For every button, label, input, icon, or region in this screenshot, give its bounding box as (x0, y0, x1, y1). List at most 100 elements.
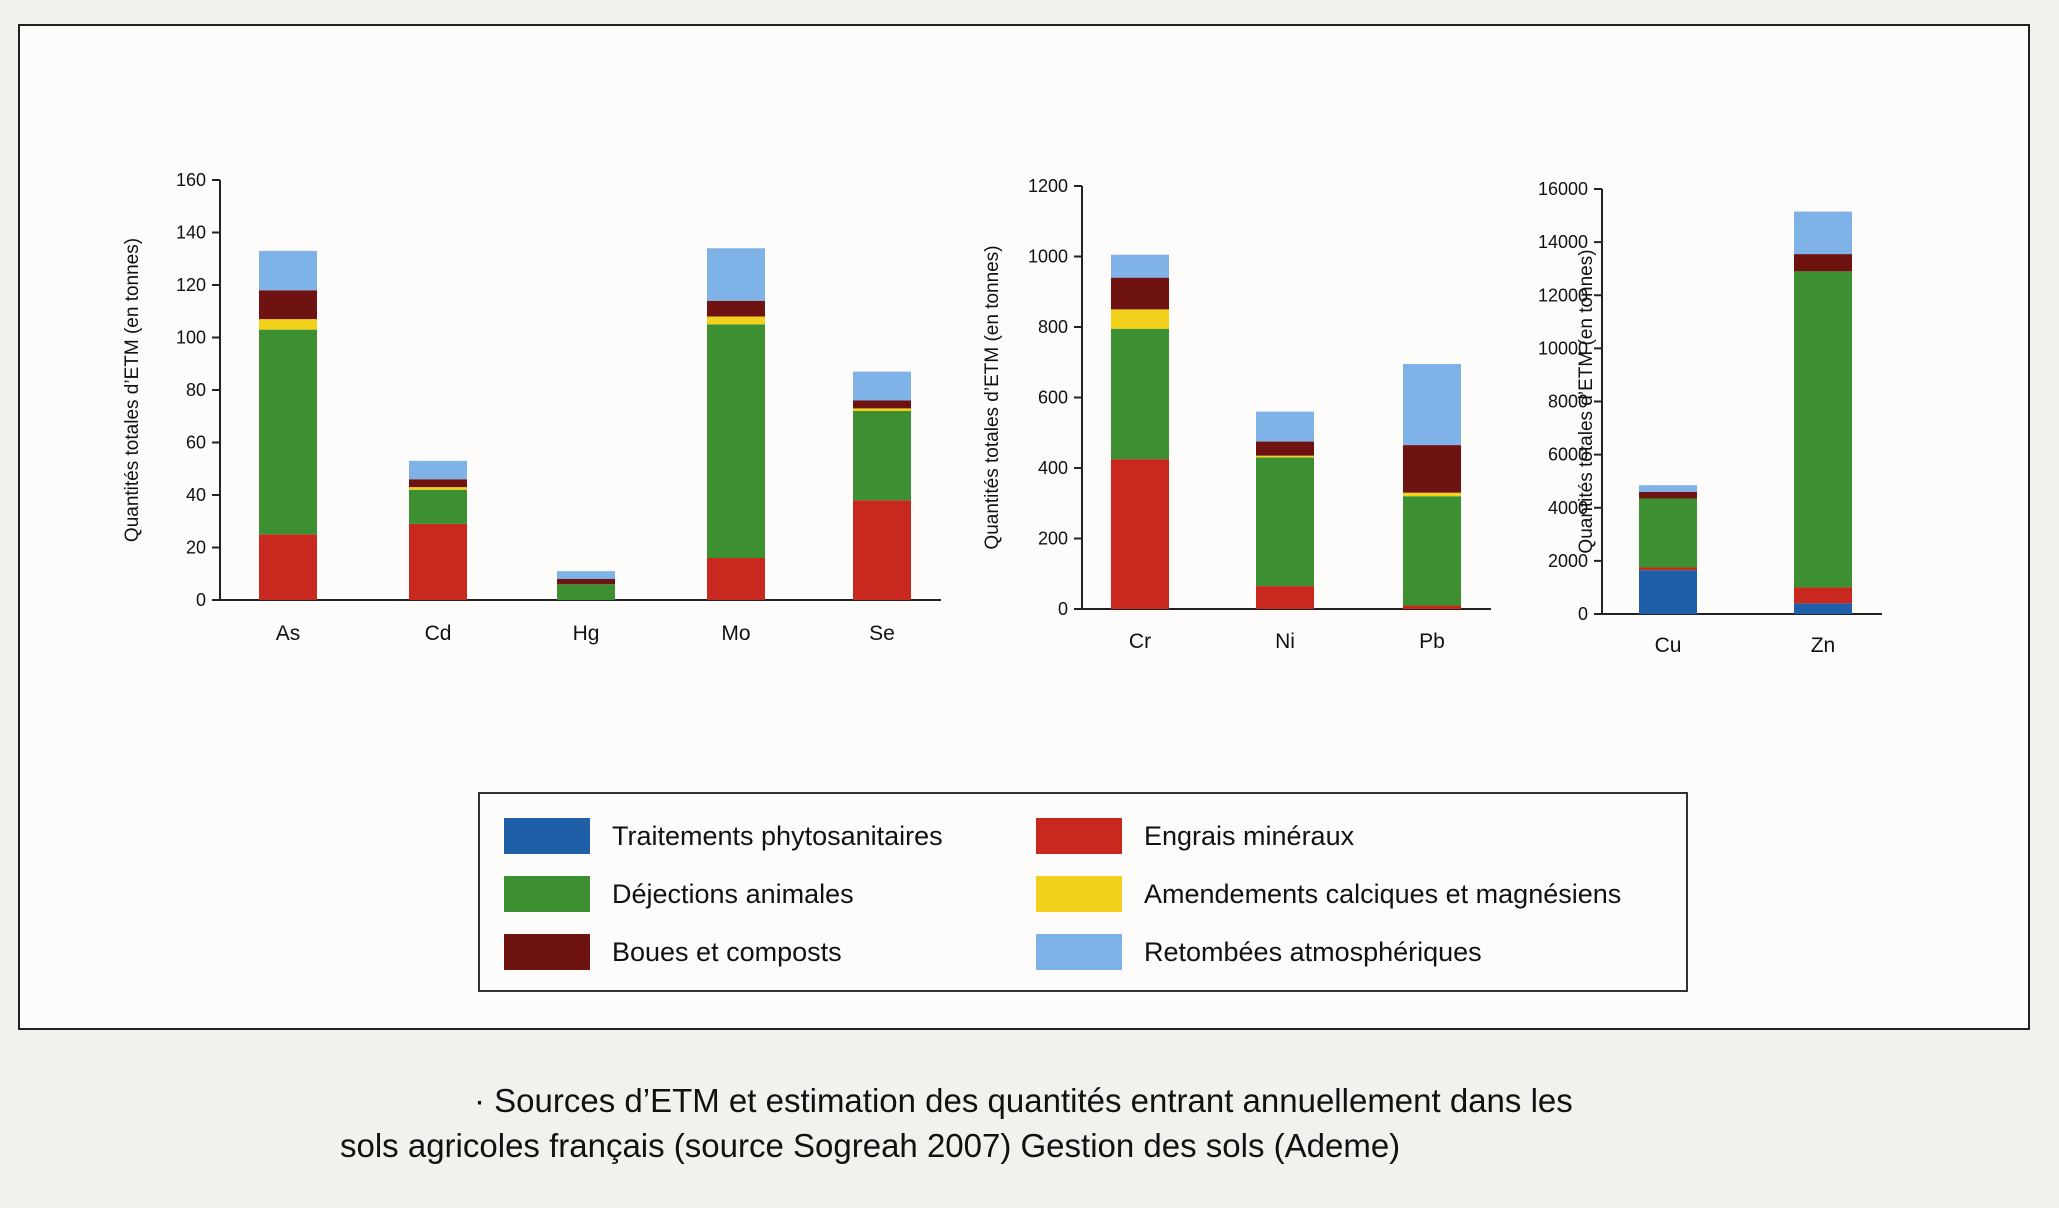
legend-swatch (504, 934, 590, 970)
chart-panel-2: 0 200 400 600 800 1000 1200 Quantités totales d… (982, 176, 1491, 653)
bar-segment-Zn-retombees (1794, 211, 1852, 255)
legend-label: Retombées atmosphériques (1144, 936, 1482, 967)
bar-segment-Hg-dejections (557, 584, 615, 600)
legend-item-dejections: Déjections animales (504, 876, 854, 912)
chart-panel-3: 0 2000 4000 6000 8000 10000 12000 14000 16000 Qua… (1538, 179, 1882, 657)
legend-swatch (504, 876, 590, 912)
legend-swatch (1036, 876, 1122, 912)
legend-label: Engrais minéraux (1144, 820, 1355, 851)
legend-item-engrais: Engrais minéraux (1036, 818, 1354, 854)
bar-segment-Cd-retombees (409, 460, 467, 480)
bar-segment-Cr-boues (1111, 277, 1169, 310)
x-tick-label: Pb (1419, 630, 1445, 653)
y-tick-label: 400 (1038, 458, 1068, 478)
bar-segment-As-engrais (259, 534, 317, 600)
y-axis-label: Quantités totales d’ETM (en tonnes) (1576, 249, 1597, 553)
y-tick-label: 10000 (1538, 338, 1588, 358)
bar-segment-Cd-boues (409, 479, 467, 488)
y-tick-label: 0 (1578, 604, 1588, 624)
bar-segment-Cd-engrais (409, 523, 467, 600)
y-tick-label: 0 (196, 590, 206, 610)
y-tick-label: 8000 (1548, 392, 1588, 412)
bar-segment-Cu-boues (1639, 491, 1697, 499)
bar-segment-Se-engrais (853, 500, 911, 600)
chart-panel-1: 0 20 40 60 80 100 120 140 160 Quantités totales d… (122, 170, 941, 645)
bar-segment-Cr-retombees (1111, 254, 1169, 278)
y-tick-label: 100 (176, 328, 206, 348)
bar-segment-As-boues (259, 290, 317, 320)
x-tick-label: Cu (1655, 634, 1682, 657)
bar-segment-Mo-boues (707, 300, 765, 317)
y-tick-label: 120 (176, 275, 206, 295)
bar-segment-Se-boues (853, 400, 911, 409)
x-tick-label: As (276, 622, 301, 645)
y-tick-label: 0 (1058, 599, 1068, 619)
x-tick-label: Se (869, 622, 895, 645)
bar-segment-Cr-engrais (1111, 459, 1169, 609)
bar-segment-As-amendements (259, 319, 317, 330)
y-tick-label: 16000 (1538, 179, 1588, 199)
y-tick-label: 4000 (1548, 498, 1588, 518)
legend-item-retombees: Retombées atmosphériques (1036, 934, 1482, 970)
legend-swatch (504, 818, 590, 854)
bar-segment-Ni-retombees (1256, 411, 1314, 442)
legend-swatch (1036, 818, 1122, 854)
bar-segment-Cu-phyto (1639, 570, 1697, 614)
bar-segment-Mo-engrais (707, 558, 765, 600)
legend-label: Amendements calciques et magnésiens (1144, 878, 1622, 909)
bar-segment-Zn-phyto (1794, 603, 1852, 614)
bar-segment-Ni-boues (1256, 441, 1314, 456)
charts-svg: 0 20 40 60 80 100 120 140 160 Quantités totales d… (122, 170, 1882, 657)
bar-segment-Mo-dejections (707, 324, 765, 558)
bar-segment-Zn-boues (1794, 254, 1852, 272)
bar-segment-As-retombees (259, 250, 317, 291)
y-tick-label: 40 (186, 485, 206, 505)
y-tick-label: 1000 (1028, 247, 1068, 267)
bar-segment-Cd-amendements (409, 487, 467, 490)
x-tick-label: Cd (425, 622, 452, 645)
bar-segment-Ni-engrais (1256, 586, 1314, 609)
y-tick-label: 12000 (1538, 285, 1588, 305)
y-tick-label: 140 (176, 223, 206, 243)
bar-segment-Zn-dejections (1794, 271, 1852, 588)
bar-segment-Zn-engrais (1794, 587, 1852, 604)
bar-segment-Cu-dejections (1639, 498, 1697, 568)
y-tick-label: 6000 (1548, 445, 1588, 465)
y-tick-label: 80 (186, 380, 206, 400)
legend-label: Traitements phytosanitaires (612, 820, 943, 851)
bar-segment-Cd-dejections (409, 489, 467, 524)
bar-segment-Pb-dejections (1403, 496, 1461, 606)
bar-segment-Se-retombees (853, 371, 911, 401)
bar-segment-Se-amendements (853, 408, 911, 411)
bar-segment-Hg-retombees (557, 571, 615, 579)
y-tick-label: 60 (186, 433, 206, 453)
y-tick-label: 2000 (1548, 551, 1588, 571)
legend-item-boues: Boues et composts (504, 934, 842, 970)
y-tick-label: 14000 (1538, 232, 1588, 252)
y-tick-label: 200 (1038, 529, 1068, 549)
bar-segment-Mo-amendements (707, 316, 765, 325)
legend-swatch (1036, 934, 1122, 970)
x-tick-label: Mo (721, 622, 750, 645)
y-axis-label: Quantités totales d’ETM (en tonnes) (982, 245, 1003, 549)
y-axis-label: Quantités totales d’ETM (en tonnes) (122, 238, 143, 542)
legend-label: Boues et composts (612, 936, 842, 967)
bar-segment-Se-dejections (853, 411, 911, 501)
figure-caption: · Sources d’ETM et estimation des quanti… (340, 1078, 2040, 1168)
x-tick-label: Hg (573, 622, 600, 645)
bar-segment-Pb-engrais (1403, 605, 1461, 609)
bar-segment-Pb-retombees (1403, 364, 1461, 446)
bar-segment-Cu-retombees (1639, 485, 1697, 492)
legend: Traitements phytosanitaires Engrais minér… (478, 792, 1688, 992)
legend-item-amendements: Amendements calciques et magnésiens (1036, 876, 1621, 912)
bar-segment-Ni-amendements (1256, 455, 1314, 458)
y-tick-label: 600 (1038, 388, 1068, 408)
bar-segment-Ni-dejections (1256, 457, 1314, 587)
x-tick-label: Cr (1129, 630, 1151, 653)
bar-segment-Pb-amendements (1403, 492, 1461, 497)
bar-segment-As-dejections (259, 329, 317, 535)
figure-frame: 0 20 40 60 80 100 120 140 160 Quantités totales d… (18, 24, 2030, 1030)
y-tick-label: 1200 (1028, 176, 1068, 196)
bar-segment-Cu-engrais (1639, 567, 1697, 571)
bar-segment-Cr-amendements (1111, 309, 1169, 329)
